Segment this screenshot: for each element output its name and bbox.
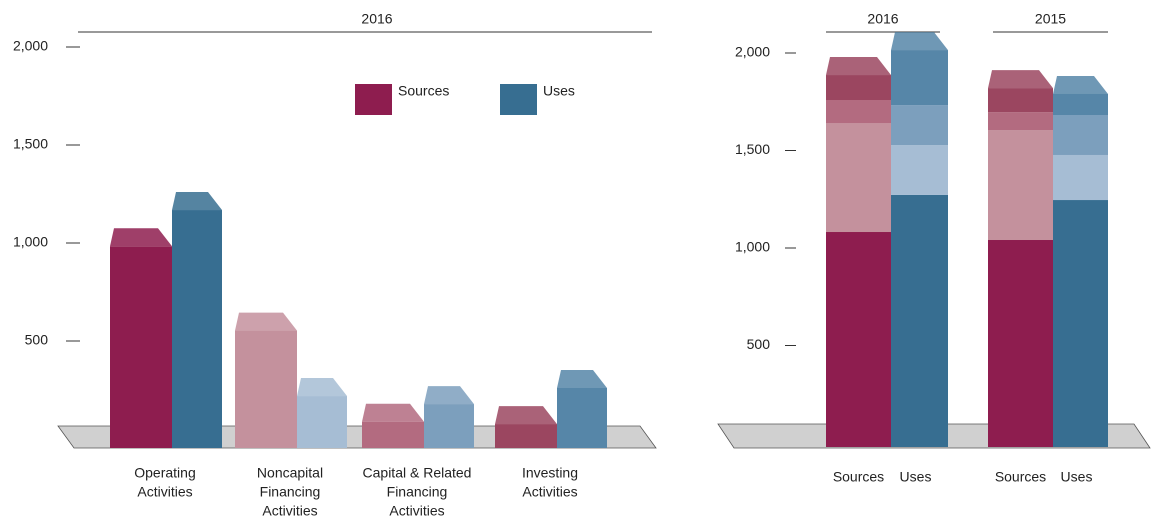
group-title: 2015: [1035, 11, 1066, 27]
y-tick-label: 1,000: [13, 234, 48, 250]
bar: [235, 330, 297, 448]
x-tick-label: Financing: [387, 484, 448, 500]
bar-top: [826, 57, 891, 76]
x-tick-label: Operating: [134, 465, 195, 481]
legend-swatch: [500, 84, 537, 115]
legend-label: Sources: [398, 83, 449, 99]
x-tick-label: Activities: [522, 484, 577, 500]
bar-top: [495, 406, 557, 425]
bar-top: [891, 32, 948, 51]
bar-segment: [891, 105, 948, 146]
bar-segment: [891, 145, 948, 195]
y-tick-label: 2,000: [735, 44, 770, 60]
bar-top: [424, 386, 474, 405]
group-title: 2016: [867, 11, 898, 27]
bar-segment: [988, 88, 1053, 113]
x-tick-label: Capital & Related: [363, 465, 472, 481]
bar-segment: [988, 240, 1053, 447]
x-tick-label: Uses: [900, 469, 932, 485]
bar-top: [172, 192, 222, 211]
bar-segment: [891, 50, 948, 106]
bar: [172, 210, 222, 448]
bar-top: [557, 370, 607, 389]
bar-top: [362, 403, 424, 422]
x-tick-label: Uses: [1061, 469, 1093, 485]
bar-segment: [1053, 115, 1108, 155]
y-tick-label: 500: [747, 336, 771, 352]
bar-top: [1053, 75, 1108, 94]
bar-segment: [826, 123, 891, 233]
bar: [362, 421, 424, 448]
x-tick-label: Sources: [833, 469, 884, 485]
bar-segment: [988, 112, 1053, 131]
x-tick-label: Financing: [260, 484, 321, 500]
bar-top: [235, 312, 297, 331]
bar: [495, 424, 557, 448]
y-tick-label: 1,000: [735, 239, 770, 255]
bar-top: [110, 228, 172, 247]
bar-segment: [1053, 154, 1108, 201]
bar: [424, 404, 474, 448]
bar-segment: [1053, 93, 1108, 116]
x-tick-label: Activities: [389, 503, 444, 519]
y-tick-label: 2,000: [13, 38, 48, 54]
bar-top: [297, 378, 347, 397]
x-tick-label: Activities: [137, 484, 192, 500]
x-tick-label: Sources: [995, 469, 1046, 485]
bar-segment: [826, 75, 891, 100]
bar: [557, 388, 607, 448]
bar-segment: [826, 232, 891, 447]
bar-segment: [826, 99, 891, 124]
y-tick-label: 1,500: [735, 141, 770, 157]
x-tick-label: Noncapital: [257, 465, 323, 481]
bar-segment: [988, 130, 1053, 241]
x-tick-label: Activities: [262, 503, 317, 519]
x-tick-label: Investing: [522, 465, 578, 481]
bar: [297, 396, 347, 448]
bar: [110, 246, 172, 448]
bar-segment: [1053, 200, 1108, 447]
bar-top: [988, 70, 1053, 89]
legend-swatch: [355, 84, 392, 115]
legend-label: Uses: [543, 83, 575, 99]
chart-title: 2016: [361, 11, 392, 27]
y-tick-label: 500: [25, 332, 49, 348]
bar-segment: [891, 194, 948, 447]
y-tick-label: 1,500: [13, 136, 48, 152]
